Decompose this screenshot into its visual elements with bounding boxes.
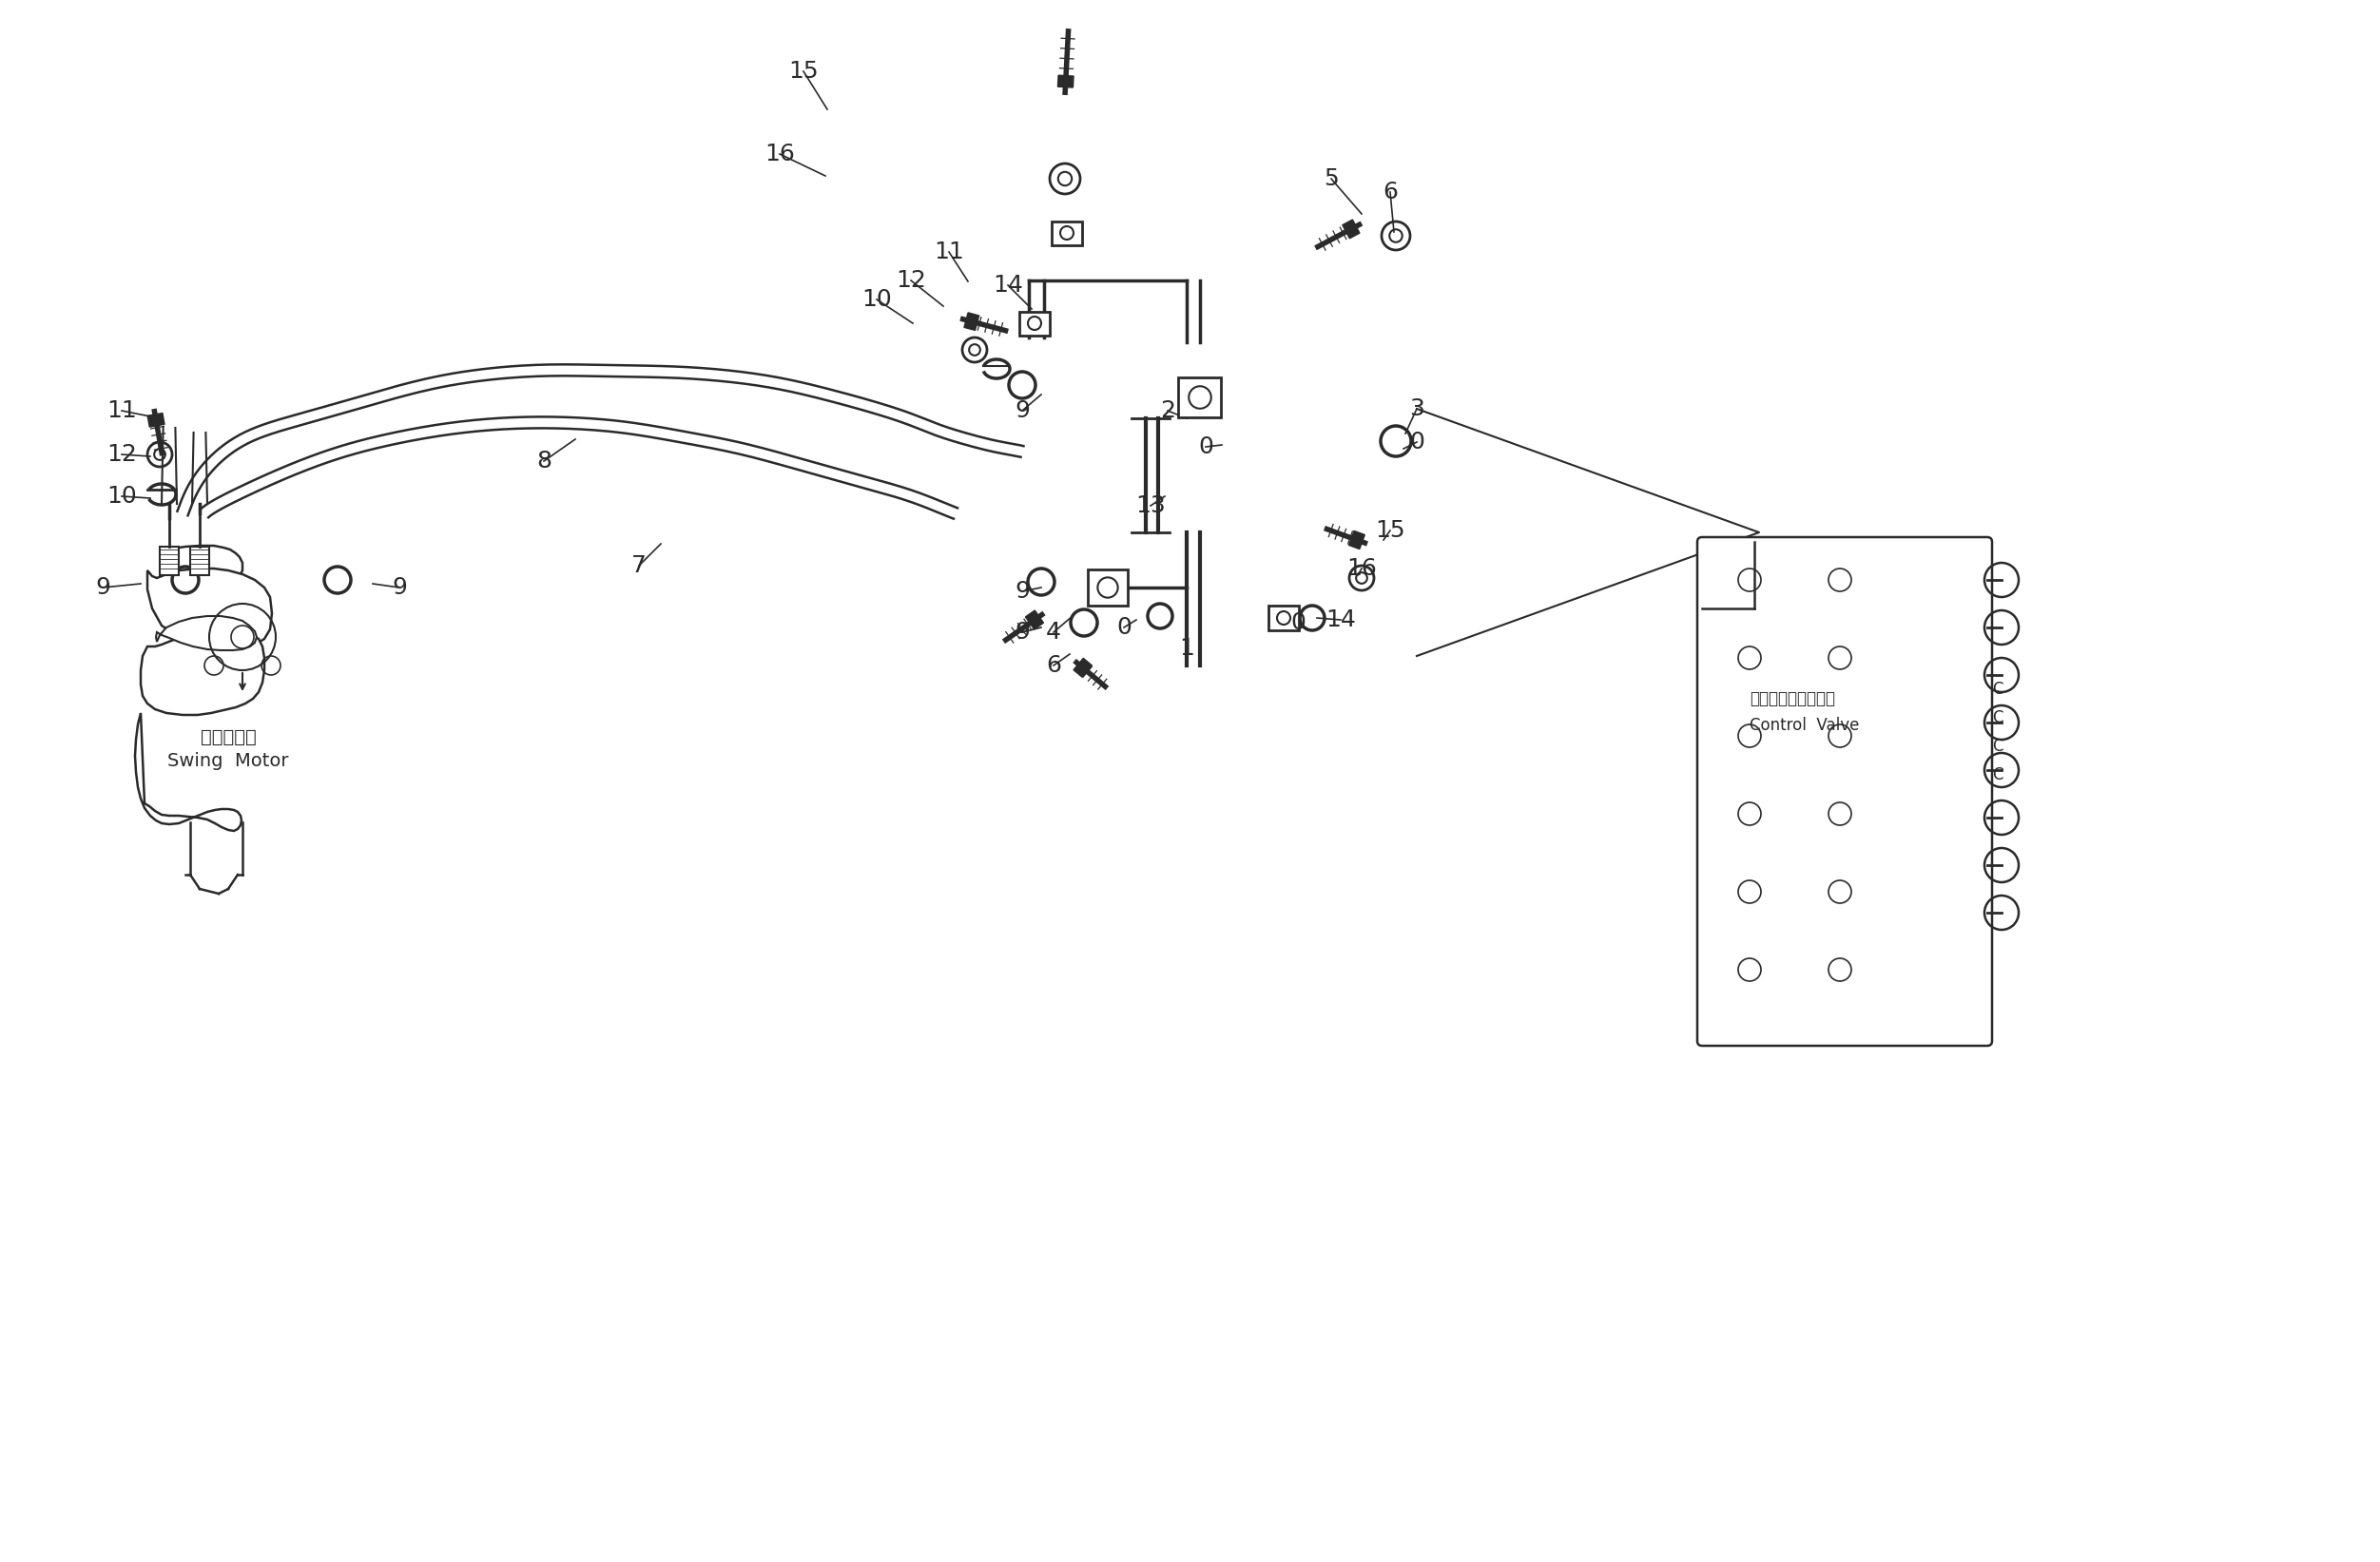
FancyBboxPatch shape [1019, 311, 1050, 336]
Text: 10: 10 [107, 484, 136, 508]
Text: 15: 15 [1376, 519, 1404, 542]
Text: 12: 12 [895, 269, 926, 292]
Text: 3: 3 [1409, 397, 1423, 420]
Text: C: C [1992, 737, 2004, 754]
Polygon shape [140, 631, 264, 715]
Text: 9: 9 [393, 576, 407, 598]
Text: 旋回モータ: 旋回モータ [200, 728, 257, 745]
Text: 0: 0 [1116, 615, 1130, 639]
Text: 16: 16 [1347, 558, 1376, 580]
Text: 0: 0 [1409, 431, 1423, 453]
FancyBboxPatch shape [1697, 537, 1992, 1047]
Text: 5: 5 [1323, 167, 1338, 191]
Text: 0: 0 [1290, 611, 1307, 634]
FancyBboxPatch shape [1052, 222, 1083, 245]
FancyBboxPatch shape [1178, 378, 1221, 417]
Polygon shape [1026, 611, 1042, 629]
Text: C: C [1992, 767, 2004, 784]
FancyBboxPatch shape [1088, 570, 1128, 606]
Polygon shape [162, 545, 243, 581]
Text: 0: 0 [1197, 436, 1214, 458]
Text: 14: 14 [992, 273, 1023, 297]
Polygon shape [157, 615, 257, 650]
Text: 1: 1 [1178, 637, 1195, 659]
Text: 10: 10 [862, 287, 892, 311]
Text: 7: 7 [631, 555, 647, 576]
Text: Swing  Motor: Swing Motor [167, 751, 288, 770]
Text: コントロールバルブ: コントロールバルブ [1749, 690, 1835, 708]
Polygon shape [964, 312, 978, 330]
Text: 15: 15 [788, 59, 819, 83]
Text: Control  Valve: Control Valve [1749, 717, 1859, 734]
Text: C: C [1992, 681, 2004, 698]
FancyBboxPatch shape [1269, 606, 1299, 631]
Text: 13: 13 [1135, 494, 1166, 517]
Polygon shape [148, 412, 164, 426]
Text: 16: 16 [764, 142, 795, 166]
Polygon shape [136, 712, 240, 831]
Text: 9: 9 [1014, 580, 1031, 603]
Polygon shape [1342, 220, 1359, 239]
Text: 4: 4 [1045, 620, 1061, 644]
Text: 2: 2 [1159, 400, 1176, 422]
Text: C: C [1992, 709, 2004, 726]
Text: 12: 12 [107, 444, 138, 465]
Text: 9: 9 [1014, 620, 1031, 644]
Text: 6: 6 [1045, 654, 1061, 676]
Text: 9: 9 [1014, 400, 1031, 422]
FancyBboxPatch shape [190, 547, 209, 575]
Polygon shape [1349, 531, 1364, 550]
Text: 9: 9 [95, 576, 109, 598]
Text: 14: 14 [1326, 609, 1357, 631]
Polygon shape [1073, 658, 1092, 678]
FancyBboxPatch shape [159, 547, 178, 575]
Polygon shape [148, 569, 271, 647]
Text: 8: 8 [536, 450, 552, 472]
Text: 11: 11 [107, 400, 136, 422]
Polygon shape [1057, 75, 1073, 87]
Text: 11: 11 [933, 241, 964, 264]
Text: 6: 6 [1383, 181, 1397, 203]
